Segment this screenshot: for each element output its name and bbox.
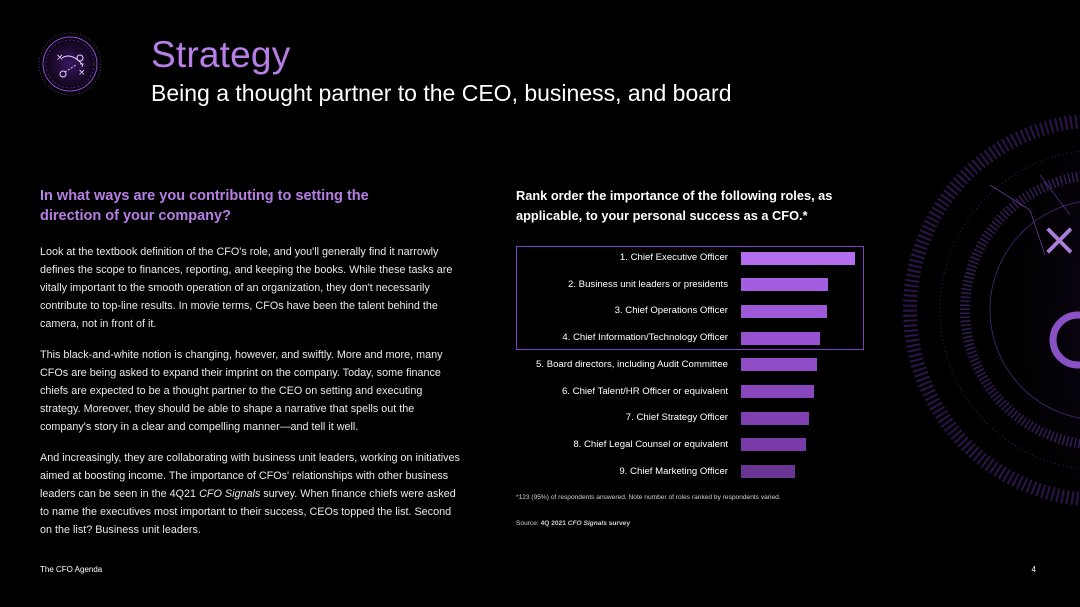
- section-question: In what ways are you contributing to set…: [40, 188, 369, 224]
- footer-report-name: The CFO Agenda: [40, 565, 103, 574]
- source-prefix: Source:: [516, 520, 541, 527]
- survey-name: CFO Signals: [199, 488, 261, 500]
- svg-text:×: ×: [56, 53, 64, 63]
- roles-bar-chart: 1. Chief Executive Officer 2. Business un…: [516, 246, 866, 486]
- bar: [741, 438, 806, 452]
- svg-text:×: ×: [1040, 212, 1079, 266]
- bar-label: 5. Board directors, including Audit Comm…: [536, 358, 728, 370]
- page-title: Strategy: [151, 34, 291, 75]
- chart-title: Rank order the importance of the followi…: [516, 188, 833, 223]
- source-bold: 4Q 2021 CFO Signals survey: [540, 520, 631, 527]
- paragraph: Look at the textbook definition of the C…: [40, 246, 453, 330]
- bar: [741, 411, 810, 425]
- bar: [741, 358, 818, 372]
- decorative-circuit-graphic: ×: [900, 115, 1080, 505]
- top-four-highlight-box: [516, 246, 864, 350]
- bar-label: 7. Chief Strategy Officer: [625, 412, 728, 424]
- paragraph: This black-and-white notion is changing,…: [40, 349, 443, 433]
- bar: [741, 278, 828, 292]
- body-text: Look at the textbook definition of the C…: [40, 243, 460, 552]
- bar: [741, 304, 827, 318]
- paragraph-text: And increasingly, they are collaborating…: [40, 452, 460, 500]
- bar-label: 1. Chief Executive Officer: [619, 252, 728, 263]
- bar-label: 3. Chief Operations Officer: [614, 305, 728, 317]
- paragraph: And increasingly, they are collaborating…: [40, 449, 460, 539]
- bar-label: 8. Chief Legal Counsel or equivalent: [573, 438, 728, 450]
- bar: [741, 385, 814, 398]
- paragraph-text: survey. When finance chiefs were asked t…: [40, 488, 456, 536]
- strategy-play-diagram-icon: × ×: [38, 32, 102, 96]
- bar: [741, 331, 820, 345]
- bar-label: 6. Chief Talent/HR Officer or equivalent: [561, 385, 728, 397]
- bar-label: 2. Business unit leaders or presidents: [568, 278, 728, 290]
- chart-footnote: *123 (95%) of respondents answered. Note…: [516, 494, 781, 501]
- chart-source: Source: 4Q 2021 CFO Signals survey: [516, 520, 630, 527]
- bar-label: 4. Chief Information/Technology Officer: [562, 332, 728, 344]
- bar: [741, 251, 855, 265]
- source-survey-name: CFO Signals: [567, 520, 607, 527]
- bar-label: 9. Chief Marketing Officer: [619, 465, 728, 477]
- bar: [741, 465, 795, 479]
- svg-text:×: ×: [78, 68, 86, 78]
- page-subtitle: Being a thought partner to the CEO, busi…: [151, 80, 732, 106]
- page-number: 4: [1031, 565, 1036, 574]
